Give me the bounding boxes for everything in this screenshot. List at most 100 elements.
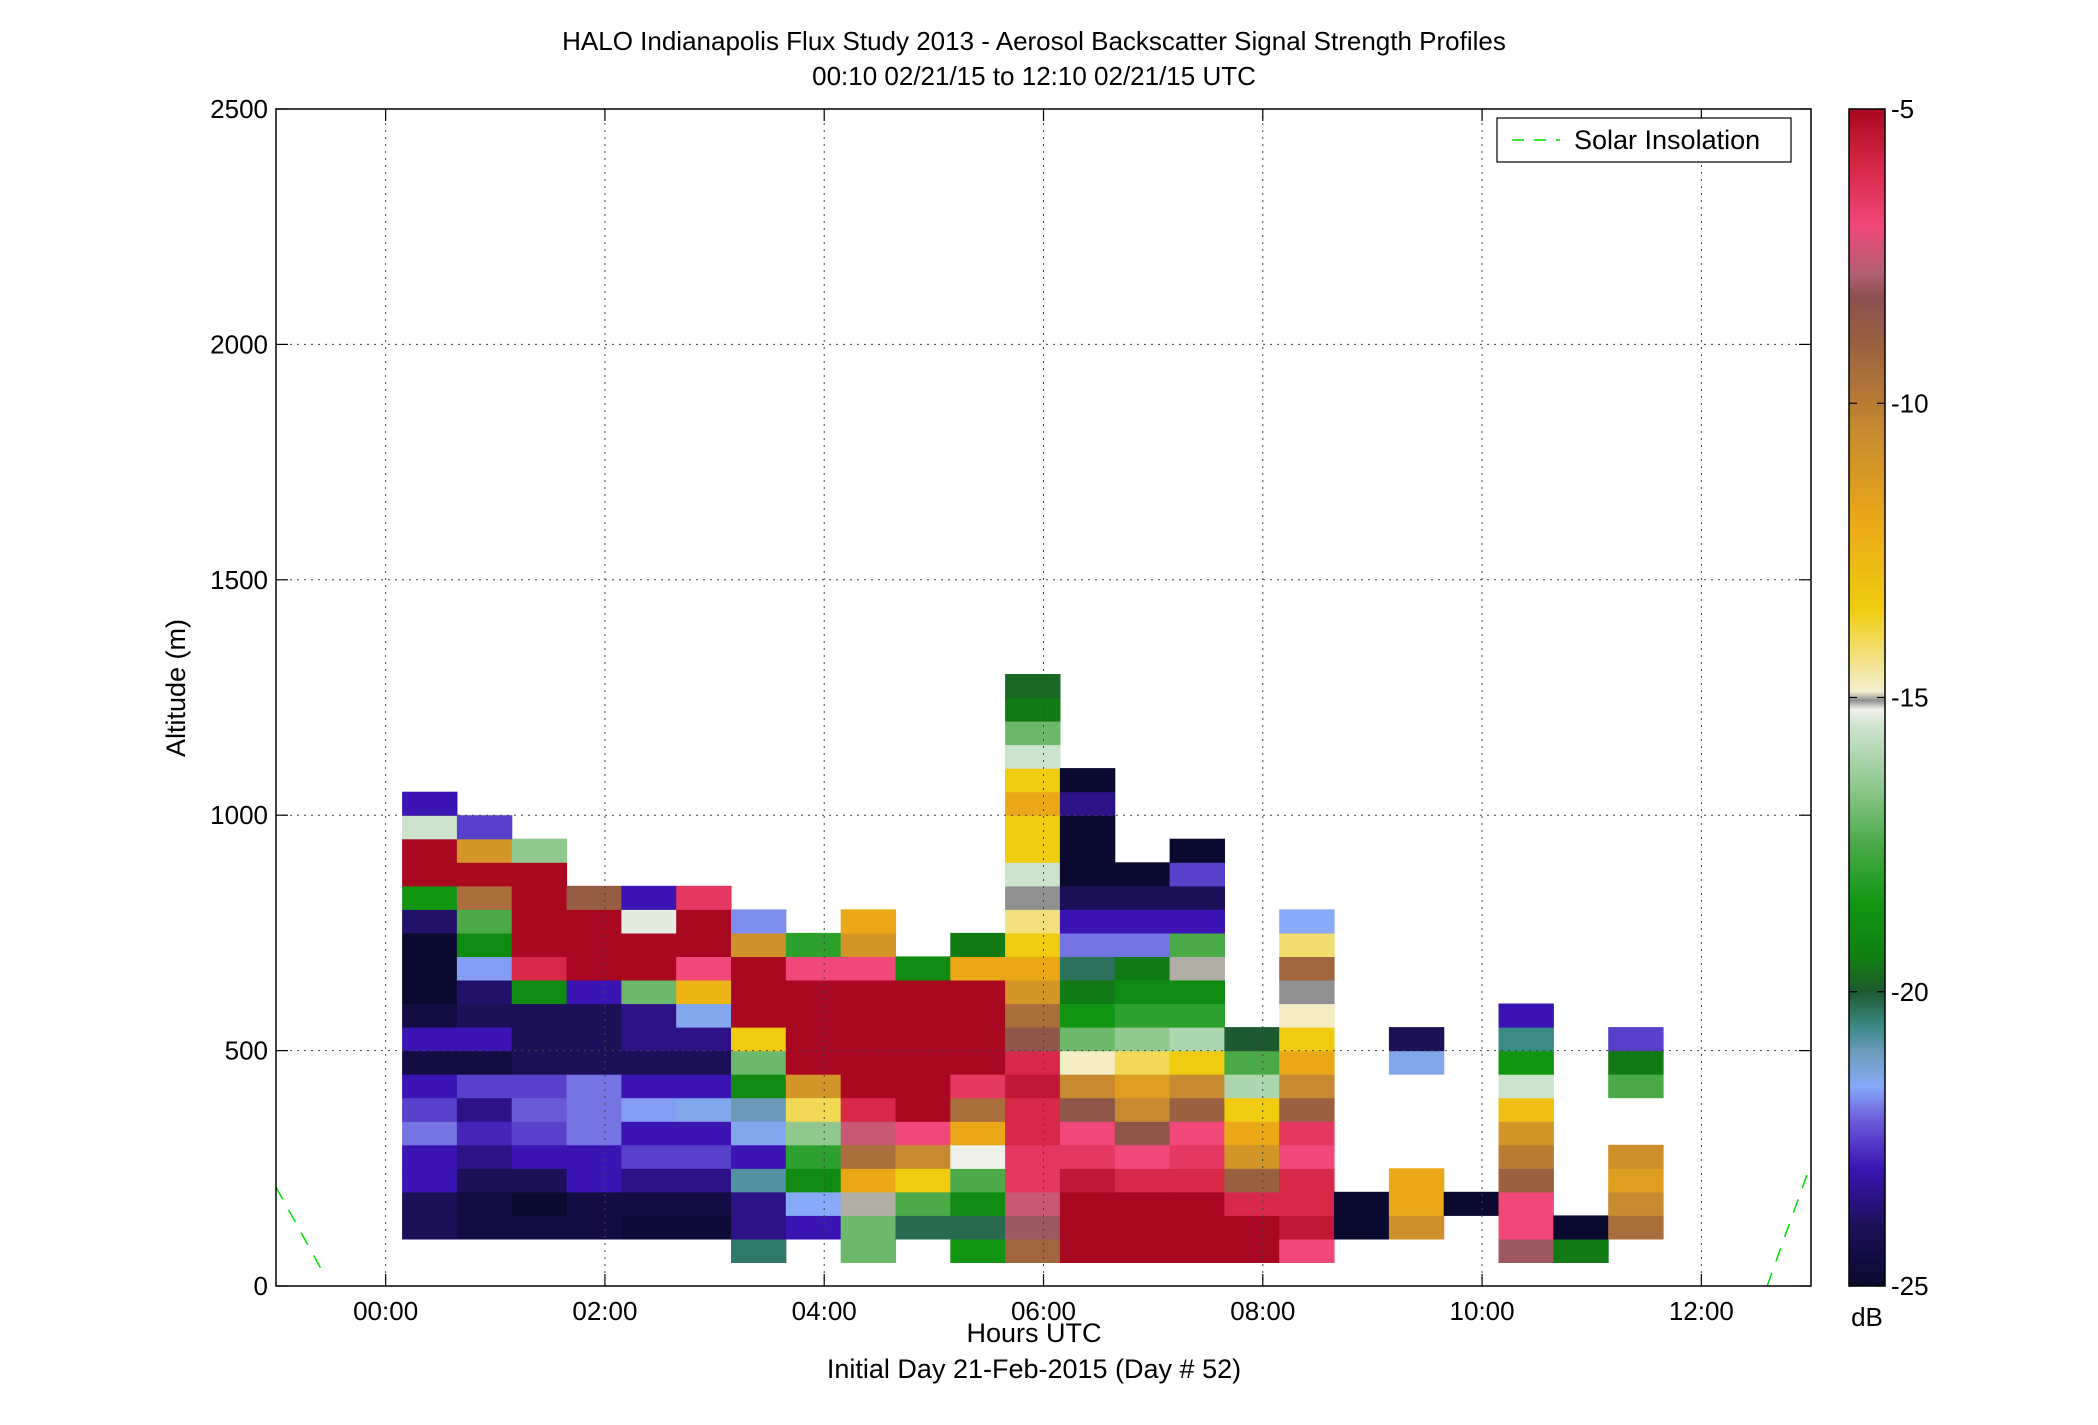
heatmap-cell xyxy=(456,1121,513,1146)
heatmap-cell xyxy=(950,1121,1006,1146)
heatmap-cell xyxy=(785,1097,842,1122)
heatmap-cell xyxy=(1005,838,1061,863)
heatmap-cell xyxy=(1224,1121,1280,1146)
heatmap-cell xyxy=(566,1191,622,1216)
heatmap-cell xyxy=(731,956,787,981)
heatmap-cell xyxy=(1114,1144,1171,1169)
heatmap-cell xyxy=(1169,838,1225,863)
heatmap-cell xyxy=(731,1144,787,1169)
heatmap-cells xyxy=(402,674,1664,1263)
chart-subtitle: 00:10 02/21/15 to 12:10 02/21/15 UTC xyxy=(812,61,1256,91)
heatmap-cell xyxy=(840,1215,897,1240)
heatmap-cell xyxy=(1279,1074,1335,1099)
heatmap-cell xyxy=(1005,1215,1061,1240)
heatmap-cell xyxy=(1059,909,1116,934)
heatmap-cell xyxy=(676,932,732,957)
heatmap-cell xyxy=(840,980,897,1005)
heatmap-cell xyxy=(840,1168,897,1193)
heatmap-cell xyxy=(1498,1074,1554,1099)
heatmap-cell xyxy=(1005,980,1061,1005)
heatmap-cell xyxy=(402,1003,458,1028)
heatmap-cell xyxy=(621,1144,677,1169)
y-tick-label: 1000 xyxy=(210,800,268,830)
heatmap-cell xyxy=(1005,885,1061,910)
heatmap-cell xyxy=(840,1003,897,1028)
heatmap-cell xyxy=(1059,1050,1116,1075)
heatmap-cell xyxy=(1059,1121,1116,1146)
heatmap-cell xyxy=(402,932,458,957)
heatmap-cell xyxy=(1005,1191,1061,1216)
heatmap-cell xyxy=(566,1121,622,1146)
heatmap-cell xyxy=(1498,1050,1554,1075)
heatmap-cell xyxy=(731,1168,787,1193)
x-tick-label: 04:00 xyxy=(792,1296,857,1326)
heatmap-cell xyxy=(1498,1097,1554,1122)
x-tick-label: 06:00 xyxy=(1011,1296,1076,1326)
heatmap-cell xyxy=(1498,1215,1554,1240)
heatmap-cell xyxy=(785,980,842,1005)
heatmap-cell xyxy=(676,1215,732,1240)
heatmap-cell xyxy=(950,1168,1006,1193)
x-tick-label: 10:00 xyxy=(1450,1296,1515,1326)
heatmap-cell xyxy=(895,1215,951,1240)
heatmap-cell xyxy=(895,1050,951,1075)
heatmap-cell xyxy=(731,909,787,934)
heatmap-cell xyxy=(621,1050,677,1075)
heatmap-cell xyxy=(785,1215,842,1240)
heatmap-cell xyxy=(1059,885,1116,910)
heatmap-cell xyxy=(1005,1144,1061,1169)
heatmap-cell xyxy=(456,956,513,981)
heatmap-cell xyxy=(676,1191,732,1216)
heatmap-cell xyxy=(1279,1144,1335,1169)
heatmap-cell xyxy=(1498,1168,1554,1193)
heatmap-cell xyxy=(950,1097,1006,1122)
heatmap-cell xyxy=(1224,1215,1280,1240)
heatmap-cell xyxy=(785,1121,842,1146)
heatmap-cell xyxy=(621,885,677,910)
heatmap-cell xyxy=(511,1215,568,1240)
heatmap-cell xyxy=(950,1027,1006,1052)
heatmap-cell xyxy=(1169,1191,1225,1216)
heatmap-cell xyxy=(785,1168,842,1193)
heatmap-cell xyxy=(1553,1238,1609,1263)
heatmap-cell xyxy=(840,1027,897,1052)
heatmap-cell xyxy=(1279,1168,1335,1193)
heatmap-cell xyxy=(402,1097,458,1122)
heatmap-cell xyxy=(566,1215,622,1240)
heatmap-cell xyxy=(1334,1191,1390,1216)
heatmap-cell xyxy=(456,862,513,887)
heatmap-cell xyxy=(566,1097,622,1122)
heatmap-cell xyxy=(1114,1215,1171,1240)
heatmap-cell xyxy=(1059,815,1116,840)
heatmap-cell xyxy=(1224,1144,1280,1169)
heatmap-cell xyxy=(1059,956,1116,981)
heatmap-cell xyxy=(731,1215,787,1240)
heatmap-cell xyxy=(1005,674,1061,699)
heatmap-cell xyxy=(1169,1097,1225,1122)
heatmap-cell xyxy=(1498,1238,1554,1263)
heatmap-cell xyxy=(1169,980,1225,1005)
x-tick-label: 02:00 xyxy=(572,1296,637,1326)
heatmap-cell xyxy=(840,909,897,934)
heatmap-cell xyxy=(1334,1215,1390,1240)
heatmap-cell xyxy=(1608,1144,1664,1169)
y-tick-label: 0 xyxy=(254,1271,268,1301)
heatmap-cell xyxy=(1169,956,1225,981)
heatmap-cell xyxy=(676,980,732,1005)
heatmap-cell xyxy=(1279,909,1335,934)
colorbar-ticks: -5 -10 -15 -20 -25 xyxy=(1849,94,1929,1301)
heatmap-cell xyxy=(785,1003,842,1028)
heatmap-cell xyxy=(621,1003,677,1028)
heatmap-cell xyxy=(402,1168,458,1193)
heatmap-cell xyxy=(402,838,458,863)
legend: Solar Insolation xyxy=(1496,117,1792,163)
heatmap-cell xyxy=(1114,1003,1171,1028)
heatmap-cell xyxy=(456,815,513,840)
heatmap-cell xyxy=(456,980,513,1005)
heatmap-cell xyxy=(456,1097,513,1122)
heatmap-cell xyxy=(511,862,568,887)
heatmap-cell xyxy=(456,1168,513,1193)
heatmap-cell xyxy=(1279,1027,1335,1052)
heatmap-cell xyxy=(1169,1027,1225,1052)
